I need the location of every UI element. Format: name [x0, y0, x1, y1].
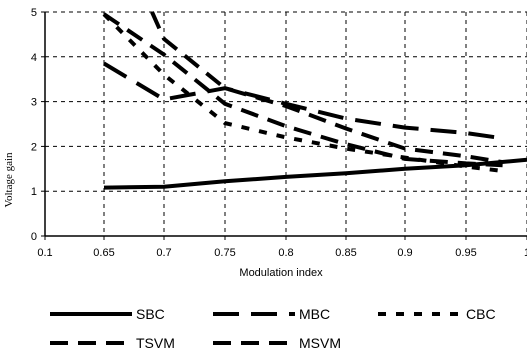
series-line-cbc	[102, 12, 503, 173]
tick-labels: 0 1 2 3 4 5 0.1 0.65 0.7 0.75 0.8 0.85 0.9 0.95 1	[31, 7, 527, 259]
y-tick-label: 3	[31, 97, 37, 109]
plot-axes	[41, 11, 527, 240]
x-tick-label: 1	[524, 247, 527, 259]
legend-label-mbc: MBC	[299, 306, 330, 322]
series-line-tsvm	[102, 12, 503, 168]
y-tick-label: 5	[31, 7, 37, 19]
x-tick-label: 0.85	[335, 247, 356, 259]
legend-label-sbc: SBC	[136, 306, 165, 322]
y-axis-label: Voltage gain	[3, 152, 15, 208]
legend-label-tsvm: TSVM	[136, 335, 175, 351]
x-axis-label: Modulation index	[239, 267, 323, 279]
series-line-msvm	[150, 11, 503, 165]
x-tick-label: 0.75	[214, 247, 235, 259]
legend-label-cbc: CBC	[466, 306, 496, 322]
x-tick-label: 0.1	[37, 247, 52, 259]
y-tick-label: 0	[31, 231, 37, 243]
legend-label-msvm: MSVM	[299, 335, 341, 351]
y-tick-label: 4	[31, 52, 37, 64]
x-tick-label: 0.7	[156, 247, 171, 259]
y-tick-label: 1	[31, 186, 37, 198]
x-tick-label: 0.95	[455, 247, 476, 259]
series-layer	[102, 11, 527, 190]
x-tick-label: 0.65	[93, 247, 114, 259]
legend: SBC MBC CBC TSVM MSVM	[50, 306, 496, 351]
x-tick-label: 0.8	[278, 247, 293, 259]
series-line-mbc	[102, 61, 503, 141]
plot-grid	[45, 11, 527, 236]
y-tick-label: 2	[31, 141, 37, 153]
x-tick-label: 0.9	[397, 247, 412, 259]
